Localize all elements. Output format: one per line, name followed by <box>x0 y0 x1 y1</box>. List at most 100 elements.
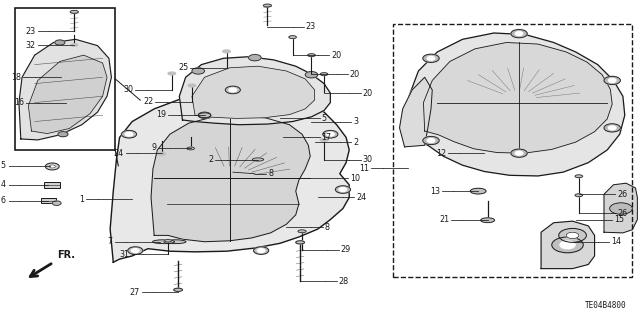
Ellipse shape <box>158 152 166 155</box>
Ellipse shape <box>298 230 306 233</box>
Polygon shape <box>110 90 349 262</box>
Circle shape <box>323 130 338 138</box>
Text: 8: 8 <box>324 223 330 232</box>
Text: 19: 19 <box>156 110 166 119</box>
Text: 23: 23 <box>306 22 316 31</box>
Circle shape <box>511 30 527 38</box>
Text: 25: 25 <box>178 63 188 72</box>
Circle shape <box>428 56 435 60</box>
Circle shape <box>225 86 241 94</box>
Text: 20: 20 <box>362 89 372 98</box>
Polygon shape <box>28 55 107 134</box>
Circle shape <box>423 137 439 145</box>
Ellipse shape <box>152 240 175 244</box>
Text: 32: 32 <box>26 41 36 49</box>
Text: TE04B4800: TE04B4800 <box>584 301 626 310</box>
Circle shape <box>604 76 620 85</box>
Ellipse shape <box>263 4 271 7</box>
Text: 24: 24 <box>356 193 366 202</box>
Text: 21: 21 <box>439 215 449 224</box>
Circle shape <box>122 130 136 138</box>
Ellipse shape <box>575 175 582 178</box>
Circle shape <box>326 132 334 136</box>
Circle shape <box>566 232 579 239</box>
Ellipse shape <box>71 44 77 46</box>
Text: 1: 1 <box>79 195 84 204</box>
Circle shape <box>125 132 132 136</box>
Circle shape <box>198 112 211 118</box>
Circle shape <box>339 188 347 191</box>
Circle shape <box>55 40 65 45</box>
Ellipse shape <box>320 138 328 141</box>
Circle shape <box>559 228 586 242</box>
Circle shape <box>609 78 616 82</box>
Text: 12: 12 <box>436 149 446 158</box>
Text: 6: 6 <box>1 196 6 205</box>
Ellipse shape <box>188 84 196 87</box>
Text: 10: 10 <box>350 174 360 183</box>
Circle shape <box>257 249 265 252</box>
Circle shape <box>515 32 523 35</box>
Text: 29: 29 <box>340 245 351 254</box>
Circle shape <box>305 71 317 78</box>
Circle shape <box>428 139 435 142</box>
Circle shape <box>192 68 205 74</box>
Ellipse shape <box>164 240 186 244</box>
Bar <box>393 24 632 277</box>
Text: 11: 11 <box>359 164 369 173</box>
Circle shape <box>45 163 59 170</box>
Text: 27: 27 <box>129 288 140 297</box>
Bar <box>44 182 60 188</box>
Ellipse shape <box>168 72 175 75</box>
Polygon shape <box>399 77 432 147</box>
Text: 20: 20 <box>350 70 360 78</box>
Ellipse shape <box>173 288 182 291</box>
Text: FR.: FR. <box>57 250 75 260</box>
Polygon shape <box>424 42 612 153</box>
Polygon shape <box>604 183 637 233</box>
Ellipse shape <box>308 54 316 56</box>
Text: 3: 3 <box>353 117 358 126</box>
Text: 16: 16 <box>15 98 24 107</box>
Polygon shape <box>406 33 625 176</box>
Circle shape <box>511 149 527 157</box>
Circle shape <box>128 247 143 254</box>
Circle shape <box>253 247 269 254</box>
Text: 5: 5 <box>321 114 326 123</box>
Bar <box>15 8 115 150</box>
Circle shape <box>132 249 139 252</box>
Ellipse shape <box>198 113 211 118</box>
Circle shape <box>552 237 583 253</box>
Circle shape <box>58 132 68 137</box>
Ellipse shape <box>187 147 195 150</box>
Text: 26: 26 <box>617 209 627 218</box>
Circle shape <box>560 241 575 249</box>
Circle shape <box>604 124 620 132</box>
Text: 14: 14 <box>611 237 621 246</box>
Circle shape <box>423 54 439 63</box>
Polygon shape <box>151 115 310 242</box>
Text: 24: 24 <box>114 149 124 158</box>
Text: 22: 22 <box>143 97 154 107</box>
Text: 13: 13 <box>430 187 440 196</box>
Polygon shape <box>541 221 595 269</box>
Circle shape <box>335 186 351 193</box>
Polygon shape <box>19 39 111 140</box>
Ellipse shape <box>289 36 296 39</box>
Bar <box>41 198 56 203</box>
Circle shape <box>49 165 56 168</box>
Text: 8: 8 <box>268 169 273 178</box>
Ellipse shape <box>575 194 582 197</box>
Text: 2: 2 <box>208 155 213 164</box>
Ellipse shape <box>223 50 230 53</box>
Ellipse shape <box>70 11 78 13</box>
Text: 20: 20 <box>331 51 341 60</box>
Text: 4: 4 <box>1 180 6 189</box>
Circle shape <box>52 201 61 205</box>
Text: 31: 31 <box>120 250 130 259</box>
Ellipse shape <box>320 73 328 76</box>
Text: 18: 18 <box>12 73 22 82</box>
Text: 5: 5 <box>1 161 6 170</box>
Ellipse shape <box>296 241 305 244</box>
Ellipse shape <box>470 188 486 194</box>
